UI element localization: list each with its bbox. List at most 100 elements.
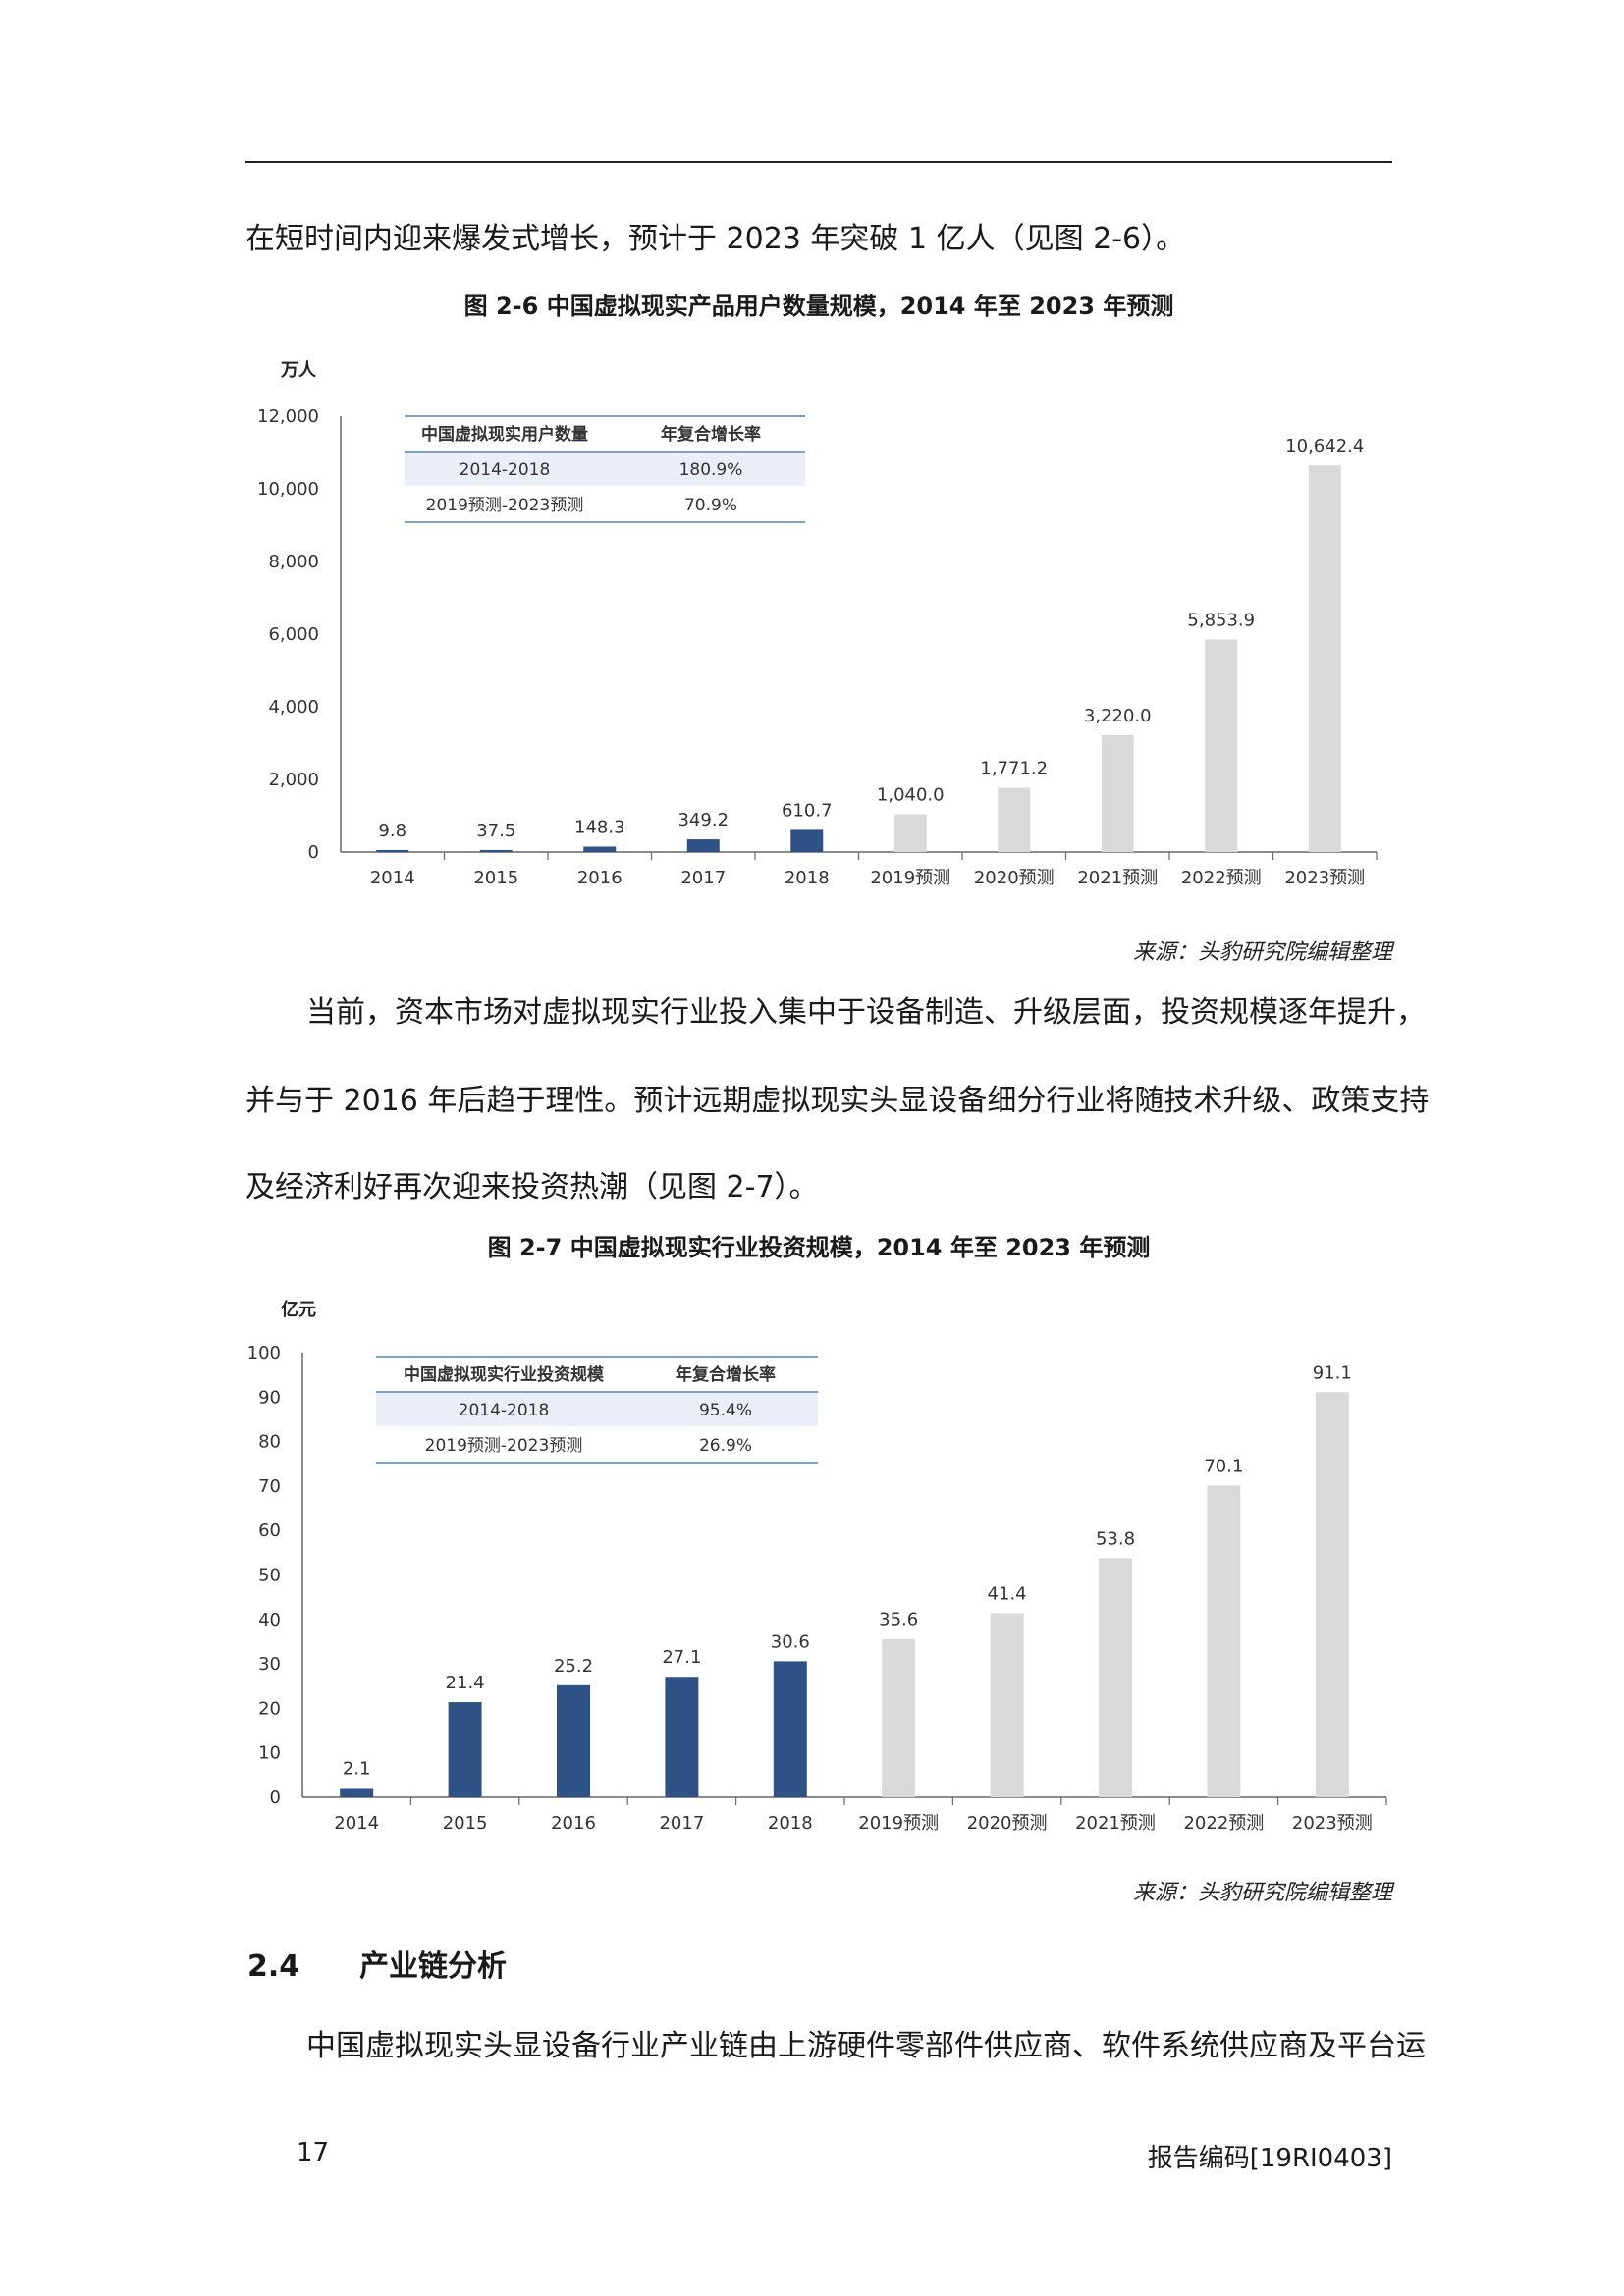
chart-user-scale: 中国虚拟现实用户数量 年复合增长率 2014-2018 180.9% 2019预…: [257, 360, 1378, 888]
y-tick-label: 8,000: [268, 552, 319, 572]
section-title: 产业链分析: [359, 1949, 508, 1984]
bar-forecast: [1101, 734, 1134, 852]
intro-paragraph: 在短时间内迎来爆发式增长，预计于 2023 年突破 1 亿人（见图 2-6）。: [245, 222, 1186, 256]
bar-actual: [479, 850, 513, 852]
body-paragraph-line: 并与于 2016 年后趋于理性。预计远期虚拟现实头显设备细分行业将随技术升级、政…: [245, 1084, 1430, 1118]
bar-value-label: 349.2: [677, 810, 729, 830]
bar-value-label: 91.1: [1313, 1362, 1352, 1383]
bar-value-label: 21.4: [446, 1673, 485, 1693]
bar-actual: [583, 846, 617, 852]
section-number: 2.4: [247, 1949, 300, 1984]
y-tick-label: 30: [258, 1654, 281, 1675]
x-tick-label: 2019预测: [858, 1813, 939, 1834]
bar-actual: [340, 1788, 374, 1797]
x-tick-label: 2014: [334, 1813, 379, 1834]
cagr-table-2: 中国虚拟现实行业投资规模 年复合增长率 2014-2018 95.4% 2019…: [376, 1356, 818, 1464]
closing-paragraph: 中国虚拟现实头显设备行业产业链由上游硬件零部件供应商、软件系统供应商及平台运: [306, 2029, 1426, 2063]
figure-2-source: 来源：头豹研究院编辑整理: [1132, 1881, 1392, 1905]
table-cell: 180.9%: [679, 460, 743, 480]
table-header-right: 年复合增长率: [661, 424, 761, 445]
figure-2-title: 图 2-7 中国虚拟现实行业投资规模，2014 年至 2023 年预测: [487, 1234, 1151, 1261]
table-cell: 70.9%: [684, 496, 737, 515]
bar-forecast: [1205, 639, 1238, 852]
page-number: 17: [297, 2138, 330, 2167]
cagr-table-1: 中国虚拟现实用户数量 年复合增长率 2014-2018 180.9% 2019预…: [405, 415, 805, 523]
body-paragraph-line: 当前，资本市场对虚拟现实行业投入集中于设备制造、升级层面，投资规模逐年提升，: [306, 995, 1426, 1030]
figure-1-source: 来源：头豹研究院编辑整理: [1132, 940, 1392, 965]
y-tick-label: 12,000: [257, 406, 319, 427]
bar-value-label: 25.2: [554, 1656, 593, 1677]
x-tick-label: 2015: [443, 1813, 488, 1834]
body-paragraph-line: 及经济利好再次迎来投资热潮（见图 2-7）。: [245, 1170, 819, 1204]
y-tick-label: 60: [258, 1521, 281, 1541]
x-tick-label: 2018: [768, 1813, 813, 1834]
chart-investment-scale: 中国虚拟现实行业投资规模 年复合增长率 2014-2018 95.4% 2019…: [247, 1299, 1387, 1834]
bar-forecast: [1099, 1558, 1132, 1797]
x-tick-label: 2022预测: [1181, 868, 1262, 888]
bar-value-label: 30.6: [771, 1631, 810, 1652]
report-code: 报告编码[19RI0403]: [1147, 2144, 1392, 2173]
table-header-right: 年复合增长率: [676, 1364, 776, 1385]
bar-actual: [665, 1677, 699, 1797]
x-tick-label: 2022预测: [1183, 1813, 1264, 1834]
bar-value-label: 10,642.4: [1285, 436, 1364, 456]
bar-forecast: [990, 1613, 1024, 1797]
x-tick-label: 2020预测: [967, 1813, 1048, 1834]
y-tick-label: 0: [308, 842, 319, 863]
table-row-shade: [376, 1393, 818, 1426]
y-unit-label: 亿元: [281, 1299, 316, 1320]
bar-value-label: 1,040.0: [877, 785, 945, 806]
table-cell: 2019预测-2023预测: [426, 496, 584, 515]
bar-value-label: 27.1: [662, 1647, 701, 1668]
section-heading: 2.4 产业链分析: [247, 1942, 507, 1985]
table-cell: 2019预测-2023预测: [425, 1436, 583, 1456]
bar-forecast: [882, 1638, 916, 1797]
y-tick-label: 40: [258, 1610, 281, 1630]
bar-actual: [557, 1684, 590, 1797]
bar-value-label: 1,771.2: [980, 758, 1048, 778]
y-tick-label: 10,000: [257, 479, 319, 500]
bar-forecast: [1308, 465, 1341, 852]
table-header-left: 中国虚拟现实行业投资规模: [404, 1364, 605, 1385]
bar-actual: [686, 839, 720, 852]
x-tick-label: 2017: [680, 868, 726, 888]
bar-value-label: 35.6: [879, 1610, 918, 1630]
bar-forecast: [1207, 1485, 1241, 1797]
x-tick-label: 2023预测: [1284, 868, 1365, 888]
bar-value-label: 9.8: [378, 821, 406, 841]
bar-value-label: 41.4: [988, 1583, 1027, 1604]
bar-forecast: [893, 814, 927, 852]
x-tick-label: 2023预测: [1292, 1813, 1373, 1834]
y-tick-label: 70: [258, 1476, 281, 1497]
bar-actual: [376, 850, 409, 852]
bar-value-label: 5,853.9: [1187, 610, 1255, 630]
x-tick-label: 2021预测: [1077, 868, 1158, 888]
header-rule: [245, 161, 1392, 163]
bar-actual: [448, 1702, 482, 1797]
table-cell: 26.9%: [699, 1436, 752, 1456]
bar-value-label: 2.1: [343, 1758, 371, 1779]
y-unit-label: 万人: [280, 360, 317, 381]
bar-value-label: 53.8: [1096, 1528, 1135, 1549]
bar-actual: [773, 1661, 807, 1797]
figure-1-title: 图 2-6 中国虚拟现实产品用户数量规模，2014 年至 2023 年预测: [463, 293, 1174, 320]
y-tick-label: 10: [258, 1743, 281, 1764]
x-tick-label: 2018: [785, 868, 830, 888]
x-tick-label: 2014: [370, 868, 415, 888]
table-cell: 2014-2018: [460, 460, 551, 480]
x-tick-label: 2019预测: [870, 868, 950, 888]
x-tick-label: 2017: [659, 1813, 704, 1834]
y-tick-label: 80: [258, 1432, 281, 1453]
x-tick-label: 2016: [551, 1813, 596, 1834]
x-tick-label: 2021预测: [1075, 1813, 1156, 1834]
bar-actual: [790, 829, 824, 852]
bar-value-label: 37.5: [476, 821, 515, 841]
x-tick-label: 2015: [473, 868, 518, 888]
y-tick-label: 100: [247, 1343, 281, 1363]
x-tick-label: 2020预测: [974, 868, 1055, 888]
bar-value-label: 610.7: [782, 800, 833, 821]
bar-forecast: [998, 787, 1031, 852]
y-tick-label: 50: [258, 1566, 281, 1586]
y-tick-label: 2,000: [268, 770, 319, 790]
bar-value-label: 3,220.0: [1084, 706, 1152, 726]
